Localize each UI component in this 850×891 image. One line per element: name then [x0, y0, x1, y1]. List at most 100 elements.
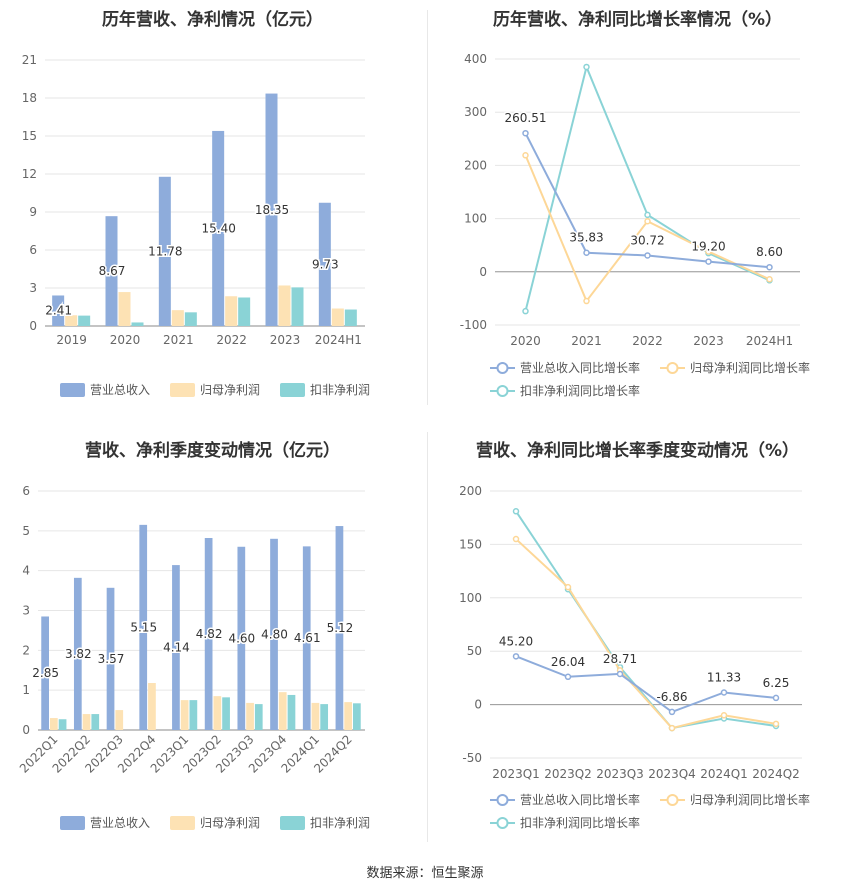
legend-swatch [170, 816, 195, 830]
bar-营业总收入 [73, 577, 82, 730]
bar-归母净利润 [65, 315, 78, 326]
bar-营业总收入 [237, 546, 246, 730]
legend-marker [496, 362, 509, 374]
y-tick-label: 150 [459, 537, 482, 551]
data-point [583, 63, 590, 71]
data-label: 3.57 [98, 652, 125, 666]
bar-扣非净利润 [78, 315, 91, 326]
data-label: 11.78 [148, 244, 182, 258]
legend-label: 扣非净利润同比增长率 [520, 815, 640, 830]
bar-扣非净利润 [287, 694, 296, 730]
data-label: 3.82 [65, 647, 92, 661]
data-point [644, 252, 651, 259]
data-label: 260.51 [505, 111, 547, 125]
data-label: 35.83 [569, 231, 603, 245]
chart-title: 历年营收、净利同比增长率情况（%） [492, 10, 783, 30]
x-tick-label: 2023 [270, 333, 301, 347]
legend-label: 营业总收入 [90, 383, 150, 397]
legend-label: 归母净利润同比增长率 [690, 792, 810, 807]
chart-title: 营收、净利同比增长率季度变动情况（%） [475, 441, 800, 461]
y-tick-label: 15 [22, 129, 37, 143]
bar-归母净利润 [118, 292, 131, 326]
legend-swatch [280, 816, 305, 830]
bar-营业总收入 [106, 587, 115, 730]
x-tick-label: 2024H1 [746, 334, 793, 348]
legend-marker [666, 794, 679, 806]
bar-归母净利润 [278, 285, 291, 326]
series-line-营业总收入同比增长率 [515, 655, 777, 714]
bar-扣非净利润 [344, 309, 357, 326]
y-tick-label: 5 [22, 524, 30, 538]
bar-归母净利润 [344, 702, 353, 730]
x-tick-label: 2023Q2 [544, 767, 592, 781]
y-tick-label: 50 [467, 644, 482, 658]
data-point [705, 248, 712, 255]
bar-归母净利润 [49, 718, 58, 730]
bar-扣非净利润 [254, 704, 263, 730]
bar-归母净利润 [82, 714, 91, 730]
data-label: 2.85 [32, 666, 59, 680]
y-tick-label: 200 [459, 484, 482, 498]
x-tick-label: 2023 [693, 334, 724, 348]
y-tick-label: 300 [464, 105, 487, 119]
y-tick-label: 0 [479, 265, 487, 279]
legend-label: 营业总收入 [90, 816, 150, 830]
legend-swatch [170, 383, 195, 397]
legend-label: 扣非净利润 [310, 383, 370, 397]
data-point [644, 218, 651, 225]
bar-扣非净利润 [91, 714, 100, 730]
x-tick-label: 2022 [632, 334, 663, 348]
quarter-revenue-profit-panel: 营收、净利季度变动情况（亿元） 0 1 2 3 4 5 6 2022Q1 2022Q2 2022Q… [0, 430, 425, 850]
legend-label: 营业总收入同比增长率 [520, 360, 640, 375]
data-point [668, 708, 676, 716]
y-tick-label: 0 [29, 319, 37, 333]
quarter-bar-chart: 01234562022Q12022Q22022Q32022Q42023Q1202… [17, 484, 370, 830]
data-point [720, 689, 728, 696]
bar-营业总收入 [270, 538, 278, 730]
y-tick-label: 0 [22, 723, 30, 737]
data-label: 4.61 [294, 631, 321, 645]
panel-divider-bottom [427, 432, 428, 842]
legend-label: 扣非净利润 [310, 816, 370, 830]
annual-line-chart: -100 0 100 200 300 400 2020 2021 2022 2023 2024H1 2… [460, 52, 810, 398]
data-label: 2.41 [45, 304, 72, 318]
bar-营业总收入 [139, 524, 148, 730]
bar-营业总收入 [212, 130, 225, 326]
data-point [564, 583, 572, 591]
data-label: 4.14 [163, 641, 190, 655]
data-label: 5.15 [130, 620, 157, 634]
data-label: 9.73 [312, 257, 339, 271]
x-tick-label: 2023Q1 [492, 767, 540, 781]
x-tick-label: 2019 [56, 333, 87, 347]
bar-扣非净利润 [222, 697, 230, 730]
data-point [583, 297, 590, 305]
data-point [522, 152, 529, 159]
data-point [512, 508, 520, 515]
data-label: 6.25 [763, 676, 790, 690]
legend-label: 归母净利润 [200, 816, 260, 830]
bar-营业总收入 [265, 93, 278, 326]
series-line-归母净利润同比增长率 [524, 154, 770, 304]
data-point [772, 694, 780, 702]
bar-营业总收入 [158, 176, 171, 326]
data-point [766, 275, 773, 283]
y-tick-label: 1 [22, 683, 30, 697]
x-tick-label: 2020 [110, 333, 141, 347]
y-tick-label: 3 [22, 604, 30, 618]
bar-归母净利润 [331, 308, 344, 326]
legend-swatch [280, 383, 305, 397]
data-point [512, 535, 520, 543]
y-tick-label: 6 [29, 243, 37, 257]
bar-营业总收入 [335, 526, 344, 730]
bar-归母净利润 [278, 692, 287, 730]
y-tick-label: 18 [22, 91, 37, 105]
bar-归母净利润 [171, 310, 184, 326]
x-tick-label: 2022 [216, 333, 247, 347]
x-tick-label: 2024H1 [315, 333, 362, 347]
data-label: 5.12 [327, 621, 354, 635]
data-label: 45.20 [499, 634, 533, 648]
data-point [644, 211, 651, 219]
y-tick-label: 200 [464, 158, 487, 172]
bar-扣非净利润 [238, 297, 251, 326]
data-point [772, 720, 780, 728]
